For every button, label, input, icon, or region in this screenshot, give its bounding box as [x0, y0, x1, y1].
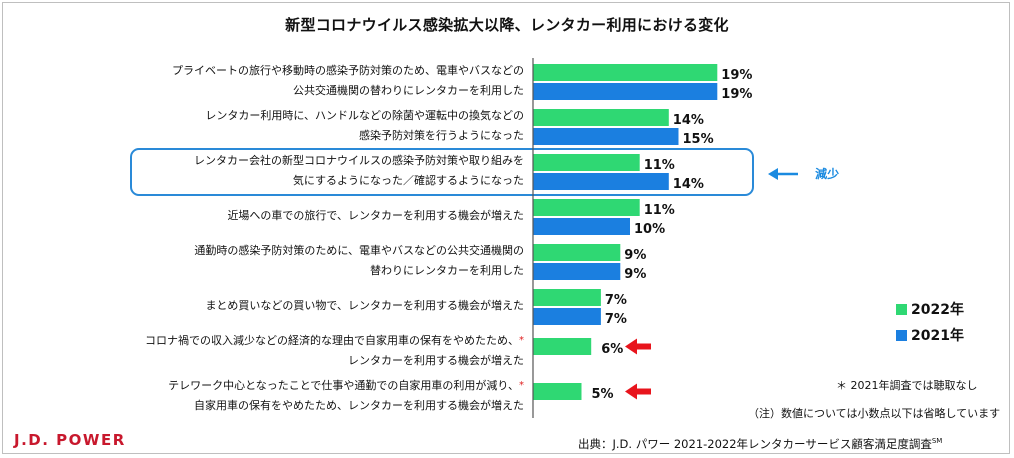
new-item-arrow-icon-8 — [625, 383, 651, 400]
bar-2021-1 — [533, 83, 718, 100]
value-label-2022-6: 7% — [605, 293, 627, 308]
bar-2022-3 — [533, 154, 640, 171]
value-label-2021-6: 7% — [605, 312, 627, 327]
value-label-2021-4: 10% — [634, 222, 665, 237]
category-label-3-line1: レンタカー会社の新型コロナウイルスの感染予防対策や取り組みを — [194, 154, 524, 167]
value-label-2021-1: 19% — [721, 87, 752, 102]
new-item-asterisk: * — [519, 335, 524, 346]
left-arrow-icon — [768, 167, 798, 180]
chart-title: 新型コロナウイルス感染拡大以降、レンタカー利用における変化 — [285, 16, 729, 34]
bar-2022-4 — [533, 199, 640, 216]
category-label-7-line2: レンタカーを利用する機会が増えた — [348, 354, 524, 367]
source-note: 出典：J.D. パワー 2021-2022年レンタカーサービス顧客満足度調査SM — [578, 436, 942, 452]
bar-2022-8 — [533, 383, 582, 400]
category-label-2: レンタカー利用時に、ハンドルなどの除菌や運転中の換気などの感染予防対策を行うよう… — [205, 108, 524, 144]
value-label-2022-5: 9% — [624, 248, 646, 263]
bar-2021-5 — [533, 263, 621, 280]
category-label-5: 通勤時の感染予防対策のために、電車やバスなどの公共交通機関の替わりにレンタカーを… — [194, 243, 524, 279]
category-label-5-line1: 通勤時の感染予防対策のために、電車やバスなどの公共交通機関の — [194, 244, 524, 257]
new-item-asterisk: * — [519, 380, 524, 391]
category-label-5-line2: 替わりにレンタカーを利用した — [370, 264, 524, 277]
value-label-2022-4: 11% — [644, 203, 675, 218]
category-label-4: 近場への車での旅行で、レンタカーを利用する機会が増えた — [227, 208, 524, 224]
category-label-6-line1: まとめ買いなどの買い物で、レンタカーを利用する機会が増えた — [205, 299, 524, 312]
category-label-7-line1: コロナ禍での収入減少などの経済的な理由で自家用車の保有をやめたため、* — [145, 334, 524, 347]
new-item-arrow-icon-7 — [625, 338, 651, 355]
value-label-2022-2: 14% — [673, 113, 704, 128]
legend-swatch-2022 — [896, 304, 907, 315]
value-label-2022-7: 6% — [601, 342, 623, 357]
value-label-2021-3: 14% — [673, 177, 704, 192]
reduce-annotation: 減少 — [766, 163, 839, 182]
legend-item-2021: 2021年 — [896, 325, 964, 345]
value-label-2021-5: 9% — [624, 267, 646, 282]
bar-2022-6 — [533, 289, 601, 306]
category-label-7: コロナ禍での収入減少などの経済的な理由で自家用車の保有をやめたため、* レンタカー… — [145, 333, 524, 369]
value-label-2022-1: 19% — [721, 68, 752, 83]
category-label-8-line2: 自家用車の保有をやめたため、レンタカーを利用する機会が増えた — [194, 399, 524, 412]
bar-2021-4 — [533, 218, 630, 235]
category-label-8-line1: テレワーク中心となったことで仕事や通勤での自家用車の利用が減り、* — [168, 379, 524, 392]
bar-2022-5 — [533, 244, 621, 261]
value-label-2022-3: 11% — [644, 158, 675, 173]
value-label-2021-2: 15% — [683, 132, 714, 147]
note-asterisk: ＊ 2021年調査では聴取なし — [836, 377, 978, 393]
legend-label-2021: 2021年 — [911, 328, 964, 344]
category-label-1-line2: 公共交通機関の替わりにレンタカーを利用した — [293, 84, 524, 97]
highlight-box — [130, 148, 754, 196]
jd-power-logo: J.D. POWER — [14, 431, 126, 449]
bar-2022-7 — [533, 338, 592, 355]
legend-label-2022: 2022年 — [911, 302, 964, 318]
value-label-2022-8: 5% — [592, 387, 614, 402]
category-label-4-line1: 近場への車での旅行で、レンタカーを利用する機会が増えた — [227, 209, 524, 222]
source-text: 出典：J.D. パワー 2021-2022年レンタカーサービス顧客満足度調査 — [578, 437, 932, 451]
legend-swatch-2021 — [896, 330, 907, 341]
bar-2021-2 — [533, 128, 679, 145]
category-label-2-line1: レンタカー利用時に、ハンドルなどの除菌や運転中の換気などの — [205, 109, 524, 122]
source-sm-mark: SM — [931, 437, 943, 446]
bar-2021-6 — [533, 308, 601, 325]
bar-2022-2 — [533, 109, 669, 126]
category-label-3: レンタカー会社の新型コロナウイルスの感染予防対策や取り組みを気にするようになった… — [194, 153, 524, 189]
note-rounding: （注）数値については小数点以下は省略しています — [748, 407, 1001, 420]
note-asterisk-text: ＊ 2021年調査では聴取なし — [836, 379, 978, 392]
legend-item-2022: 2022年 — [896, 299, 964, 319]
reduce-label: 減少 — [815, 167, 840, 181]
category-label-2-line2: 感染予防対策を行うようになった — [359, 129, 524, 142]
bar-2021-3 — [533, 173, 669, 190]
category-label-8: テレワーク中心となったことで仕事や通勤での自家用車の利用が減り、* 自家用車の保有… — [168, 378, 524, 414]
category-label-6: まとめ買いなどの買い物で、レンタカーを利用する機会が増えた — [205, 298, 524, 314]
category-label-1: プライベートの旅行や移動時の感染予防対策のため、電車やバスなどの公共交通機関の替… — [172, 63, 524, 99]
category-label-3-line2: 気にするようになった／確認するようになった — [292, 174, 524, 187]
bar-2022-1 — [533, 64, 718, 81]
category-label-1-line1: プライベートの旅行や移動時の感染予防対策のため、電車やバスなどの — [172, 64, 524, 77]
